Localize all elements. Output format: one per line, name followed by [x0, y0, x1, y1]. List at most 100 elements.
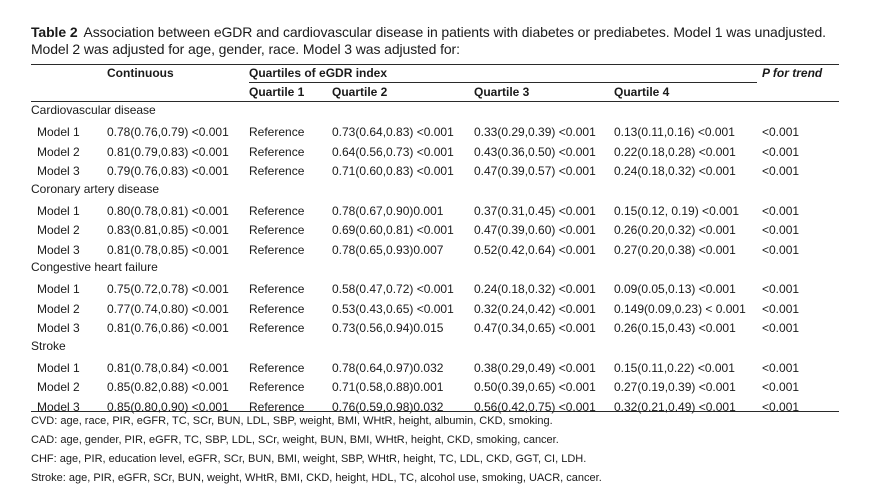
cell-model: Model 1: [37, 360, 80, 375]
cell-quartile-2: 0.58(0.47,0.72) <0.001: [332, 282, 454, 296]
table-row: Model 1 0.81(0.78,0.84) <0.001 Reference 0.…: [31, 359, 839, 378]
bottom-rule: [31, 411, 839, 412]
caption-text-line2: Model 2 was adjusted for age, gender, ra…: [31, 41, 460, 57]
cell-continuous: 0.81(0.78,0.84) <0.001: [107, 360, 229, 375]
cell-quartile-3: 0.33(0.29,0.39) <0.001: [474, 125, 596, 139]
cell-continuous: 0.78(0.76,0.79) <0.001: [107, 125, 229, 139]
cell-quartile-2: 0.69(0.60,0.81) <0.001: [332, 223, 454, 237]
cell-continuous: 0.85(0.80,0.90) <0.001: [107, 399, 229, 414]
caption-text-line1: Association between eGDR and cardiovascu…: [83, 24, 827, 40]
cell-continuous: 0.81(0.76,0.86) <0.001: [107, 321, 229, 335]
cell-model: Model 3: [37, 321, 80, 335]
top-rule: [31, 64, 839, 65]
cell-quartile-3: 0.38(0.29,0.49) <0.001: [474, 360, 596, 375]
header-quartile-4: Quartile 4: [614, 85, 670, 99]
cell-p-for-trend: <0.001: [762, 301, 800, 316]
cell-p-for-trend: <0.001: [762, 399, 800, 414]
table-row: Model 3 0.79(0.76,0.83) <0.001 Reference 0.…: [31, 162, 839, 181]
cell-p-for-trend: <0.001: [762, 223, 800, 237]
table-row: Model 1 0.78(0.76,0.79) <0.001 Reference 0.…: [31, 123, 839, 142]
cell-quartile-4: 0.26(0.20,0.32) <0.001: [614, 223, 736, 237]
cell-quartile-1: Reference: [249, 223, 305, 237]
table-row: Model 2 0.77(0.74,0.80) <0.001 Reference 0.…: [31, 300, 839, 319]
cell-continuous: 0.83(0.81,0.85) <0.001: [107, 223, 229, 237]
cell-model: Model 1: [37, 125, 80, 139]
cell-quartile-1: Reference: [249, 164, 305, 178]
cell-quartile-1: Reference: [249, 282, 305, 296]
cell-continuous: 0.81(0.78,0.85) <0.001: [107, 242, 229, 257]
cell-p-for-trend: <0.001: [762, 380, 800, 394]
cell-p-for-trend: <0.001: [762, 203, 800, 218]
group-heading: Congestive heart failure: [31, 260, 158, 274]
cell-quartile-3: 0.47(0.39,0.57) <0.001: [474, 164, 596, 178]
table-row: Model 2 0.83(0.81,0.85) <0.001 Reference 0.…: [31, 221, 839, 240]
cell-p-for-trend: <0.001: [762, 282, 800, 296]
cell-model: Model 1: [37, 282, 80, 296]
cell-quartile-3: 0.52(0.42,0.64) <0.001: [474, 242, 596, 257]
group-heading: Cardiovascular disease: [31, 103, 156, 117]
cell-model: Model 2: [37, 144, 80, 159]
cell-continuous: 0.81(0.79,0.83) <0.001: [107, 144, 229, 159]
cell-model: Model 2: [37, 223, 80, 237]
cell-model: Model 1: [37, 203, 80, 218]
cell-quartile-2: 0.73(0.64,0.83) <0.001: [332, 125, 454, 139]
header-rule: [31, 101, 839, 102]
footnote-cvd: CVD: age, race, PIR, eGFR, TC, SCr, BUN,…: [31, 415, 553, 427]
cell-quartile-4: 0.09(0.05,0.13) <0.001: [614, 282, 736, 296]
cell-quartile-2: 0.71(0.60,0.83) <0.001: [332, 164, 454, 178]
cell-quartile-1: Reference: [249, 360, 305, 375]
cell-quartile-1: Reference: [249, 321, 305, 335]
cell-quartile-2: 0.78(0.65,0.93)0.007: [332, 242, 444, 257]
cell-quartile-4: 0.32(0.21,0.49) <0.001: [614, 399, 736, 414]
cell-quartile-3: 0.24(0.18,0.32) <0.001: [474, 282, 596, 296]
cell-quartile-1: Reference: [249, 242, 305, 257]
cell-quartile-4: 0.27(0.19,0.39) <0.001: [614, 380, 736, 394]
cell-p-for-trend: <0.001: [762, 360, 800, 375]
cell-quartile-2: 0.78(0.64,0.97)0.032: [332, 360, 444, 375]
footnotes: CVD: age, race, PIR, eGFR, TC, SCr, BUN,…: [31, 412, 839, 488]
table-row: Model 2 0.81(0.79,0.83) <0.001 Reference 0.…: [31, 143, 839, 162]
cell-quartile-2: 0.78(0.67,0.90)0.001: [332, 203, 444, 218]
cell-quartile-4: 0.26(0.15,0.43) <0.001: [614, 321, 736, 335]
cell-quartile-4: 0.15(0.12, 0.19) <0.001: [614, 203, 740, 218]
table-container: Table 2 Association between eGDR and card…: [31, 24, 839, 484]
cell-quartile-4: 0.149(0.09,0.23) < 0.001: [614, 301, 746, 316]
cell-model: Model 3: [37, 242, 80, 257]
cell-quartile-3: 0.56(0.42,0.75) <0.001: [474, 399, 596, 414]
table-row: Model 3 0.85(0.80,0.90) <0.001 Reference 0.…: [31, 398, 839, 417]
cell-quartile-2: 0.73(0.56,0.94)0.015: [332, 321, 444, 335]
cell-quartile-4: 0.27(0.20,0.38) <0.001: [614, 242, 736, 257]
group-heading: Stroke: [31, 338, 66, 353]
cell-quartile-3: 0.43(0.36,0.50) <0.001: [474, 144, 596, 159]
cell-p-for-trend: <0.001: [762, 321, 800, 335]
cell-p-for-trend: <0.001: [762, 125, 800, 139]
cell-p-for-trend: <0.001: [762, 242, 800, 257]
cell-quartile-2: 0.53(0.43,0.65) <0.001: [332, 301, 454, 316]
table-row: Model 1 0.80(0.78,0.81) <0.001 Reference 0.…: [31, 202, 839, 221]
cell-continuous: 0.75(0.72,0.78) <0.001: [107, 282, 229, 296]
cell-continuous: 0.77(0.74,0.80) <0.001: [107, 301, 229, 316]
cell-model: Model 3: [37, 399, 80, 414]
cell-quartile-3: 0.32(0.24,0.42) <0.001: [474, 301, 596, 316]
cell-p-for-trend: <0.001: [762, 164, 800, 178]
cell-quartile-4: 0.15(0.11,0.22) <0.001: [614, 360, 735, 375]
cell-quartile-3: 0.47(0.39,0.60) <0.001: [474, 223, 596, 237]
header-quartile-2: Quartile 2: [332, 85, 388, 99]
cell-quartile-3: 0.47(0.34,0.65) <0.001: [474, 321, 596, 335]
cell-p-for-trend: <0.001: [762, 144, 800, 159]
cell-model: Model 2: [37, 301, 80, 316]
cell-quartile-1: Reference: [249, 399, 305, 414]
header-quartile-1: Quartile 1: [249, 85, 305, 99]
cell-model: Model 2: [37, 380, 80, 394]
table-row: Model 2 0.85(0.82,0.88) <0.001 Reference 0.…: [31, 378, 839, 397]
cell-quartile-1: Reference: [249, 380, 305, 394]
table-row: Model 1 0.75(0.72,0.78) <0.001 Reference 0.…: [31, 280, 839, 299]
cell-quartile-1: Reference: [249, 144, 305, 159]
table-label: Table 2: [31, 24, 78, 40]
cell-continuous: 0.85(0.82,0.88) <0.001: [107, 380, 229, 394]
cell-quartile-2: 0.64(0.56,0.73) <0.001: [332, 144, 454, 159]
header-quartile-3: Quartile 3: [474, 85, 530, 99]
cell-quartile-1: Reference: [249, 125, 305, 139]
footnote-cad: CAD: age, gender, PIR, eGFR, TC, SBP, LD…: [31, 434, 559, 446]
group-heading: Coronary artery disease: [31, 181, 160, 196]
